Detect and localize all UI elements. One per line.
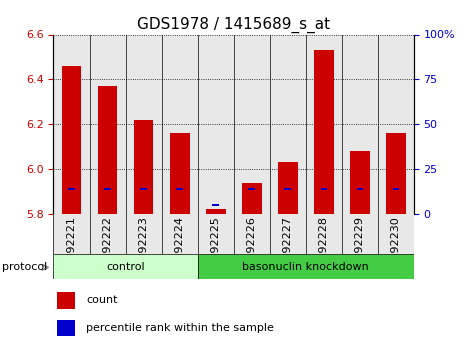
Bar [53,214,89,254]
Bar [68,188,75,190]
FancyBboxPatch shape [53,254,198,279]
Bar [89,34,126,214]
Bar [392,188,399,190]
Bar [161,34,198,214]
Bar [342,34,378,214]
Bar [162,214,198,254]
Bar [98,86,118,214]
Bar [57,320,75,336]
Text: basonuclin knockdown: basonuclin knockdown [242,262,369,272]
Bar [89,214,126,254]
Bar [350,151,370,214]
Text: GSM92228: GSM92228 [319,216,329,277]
Text: GSM92229: GSM92229 [355,216,365,277]
Text: protocol: protocol [2,263,47,272]
Bar [278,162,298,214]
Bar [140,188,147,190]
Bar [248,188,255,190]
Text: GSM92224: GSM92224 [174,216,185,277]
Bar [133,120,153,214]
Text: GSM92227: GSM92227 [283,216,293,277]
Bar [306,214,342,254]
Bar [170,133,190,214]
Bar [206,209,226,214]
Bar [61,66,81,214]
Text: GSM92225: GSM92225 [211,216,221,277]
Bar [386,133,406,214]
Bar [234,214,270,254]
Text: GSM92222: GSM92222 [102,216,113,277]
Bar [270,34,306,214]
Text: percentile rank within the sample: percentile rank within the sample [86,323,274,333]
Text: GSM92223: GSM92223 [139,216,149,277]
Bar [320,188,327,190]
Title: GDS1978 / 1415689_s_at: GDS1978 / 1415689_s_at [137,17,330,33]
Bar [306,34,342,214]
Bar [270,214,306,254]
Bar [57,292,75,309]
Text: GSM92221: GSM92221 [66,216,77,277]
Bar [285,188,291,190]
Bar [242,183,262,214]
Bar [53,34,89,214]
Bar [126,214,162,254]
Bar [342,214,378,254]
Bar [104,188,111,190]
Bar [378,34,414,214]
Bar [198,34,233,214]
FancyBboxPatch shape [198,254,414,279]
Bar [213,204,219,206]
Text: GSM92226: GSM92226 [246,216,257,277]
Text: control: control [106,262,145,272]
Bar [198,214,233,254]
Bar [233,34,270,214]
Bar [126,34,161,214]
Text: count: count [86,295,117,305]
Bar [176,188,183,190]
Bar [378,214,414,254]
Bar [357,188,363,190]
Text: GSM92230: GSM92230 [391,216,401,277]
Bar [314,50,334,214]
